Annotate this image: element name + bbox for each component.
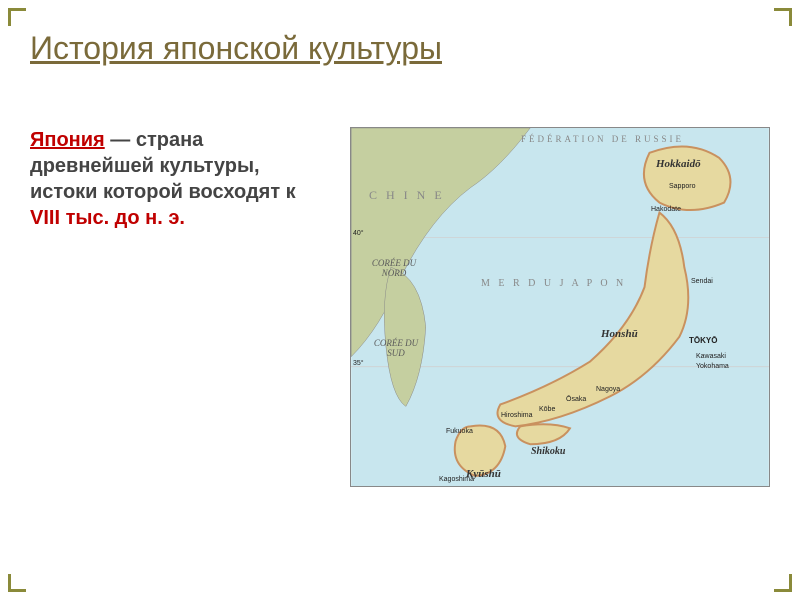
content-row: Япония — страна древнейшей культуры, ист… [30, 127, 770, 487]
label-russia: FÉDÉRATION DE RUSSIE [521, 134, 684, 144]
lat-35: 35° [353, 360, 364, 367]
city: Hakodate [651, 206, 681, 213]
label-shikoku: Shikoku [531, 446, 565, 457]
label-tokyo: TŌKYŌ [689, 336, 717, 345]
city: Ōsaka [566, 396, 586, 403]
highlight-term: VIII тыс. до н. э. [30, 207, 185, 229]
corner-decoration [8, 574, 26, 592]
city: Kawasaki [696, 353, 726, 360]
city: Kagoshima [439, 476, 474, 483]
corner-decoration [774, 574, 792, 592]
japan-map: FÉDÉRATION DE RUSSIE C H I N E CORÉE DU … [350, 127, 770, 487]
city: Hiroshima [501, 412, 533, 419]
map-svg [351, 128, 769, 486]
subject-term: Япония [30, 129, 105, 151]
city: Fukuoka [446, 428, 473, 435]
label-china: C H I N E [369, 188, 445, 203]
label-korea-n: CORÉE DU NORD [369, 258, 419, 278]
slide: История японской культуры Япония — стран… [0, 0, 800, 600]
lat-40: 40° [353, 230, 364, 237]
city: Nagoya [596, 386, 620, 393]
corner-decoration [8, 8, 26, 26]
city: Sendai [691, 278, 713, 285]
city: Sapporo [669, 183, 695, 190]
label-sea: M E R D U J A P O N [481, 278, 626, 289]
label-honshu: Honshū [601, 328, 638, 340]
city: Yokohama [696, 363, 729, 370]
corner-decoration [774, 8, 792, 26]
label-hokkaido: Hokkaidō [656, 158, 701, 170]
city: Kōbe [539, 406, 555, 413]
label-korea-s: CORÉE DU SUD [371, 338, 421, 358]
page-title: История японской культуры [30, 30, 770, 67]
body-text: Япония — страна древнейшей культуры, ист… [30, 127, 330, 231]
